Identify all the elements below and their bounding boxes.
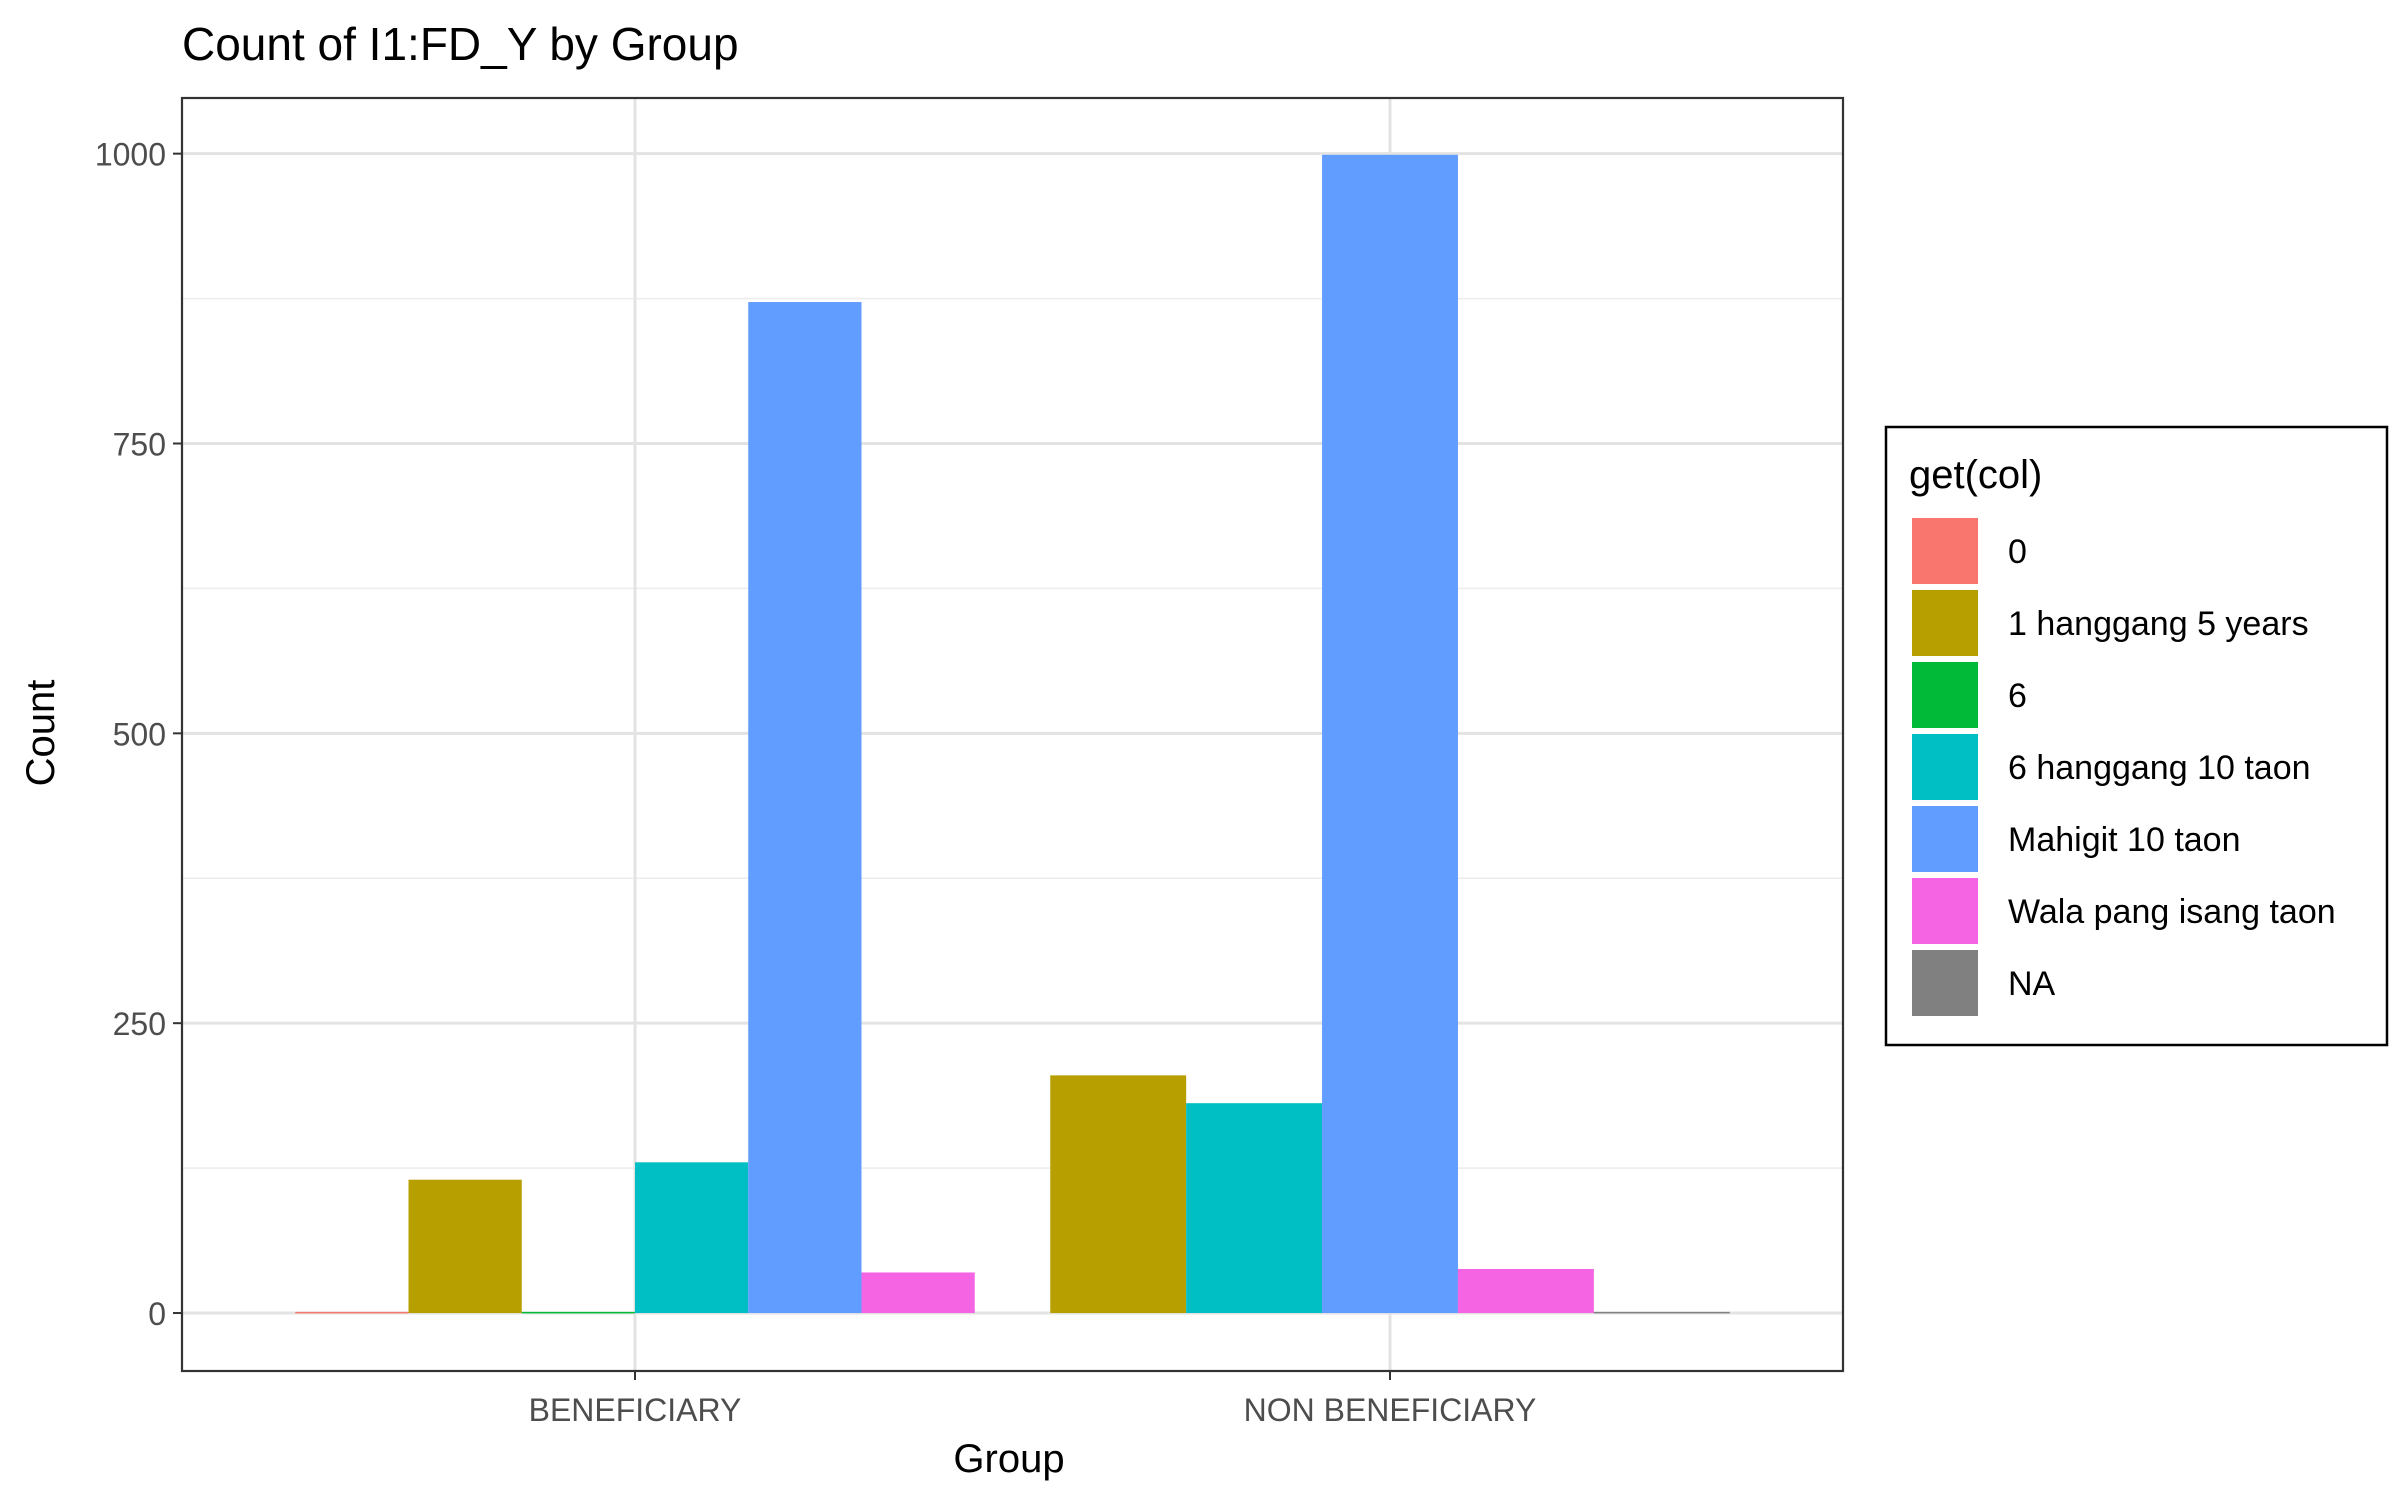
y-tick-label: 750	[113, 426, 166, 462]
legend-title: get(col)	[1909, 453, 2042, 497]
y-tick-label: 0	[148, 1296, 166, 1332]
bar	[635, 1162, 749, 1314]
legend-key	[1912, 950, 1978, 1016]
bar	[1186, 1103, 1323, 1314]
bar	[1322, 154, 1458, 1314]
bar	[748, 302, 862, 1314]
chart-title: Count of I1:FD_Y by Group	[182, 18, 739, 70]
y-axis-title: Count	[19, 680, 63, 787]
legend-key	[1912, 590, 1978, 656]
legend-key	[1912, 518, 1978, 584]
legend-label: Mahigit 10 taon	[2008, 821, 2241, 859]
legend-key	[1912, 734, 1978, 800]
legend-label: Wala pang isang taon	[2008, 893, 2336, 931]
bar	[521, 1311, 635, 1314]
y-axis: 0 250 500 750 1000	[95, 137, 182, 1332]
bars	[295, 154, 1730, 1314]
legend-label: NA	[2008, 965, 2056, 1003]
bar	[408, 1179, 522, 1314]
x-tick-label: NON BENEFICIARY	[1244, 1392, 1537, 1428]
legend-label: 6	[2008, 677, 2027, 715]
legend-items: 0 1 hanggang 5 years 6 6 hanggang 10 taon Ma…	[1912, 518, 2336, 1016]
bar	[1593, 1311, 1730, 1314]
bar	[1457, 1268, 1594, 1314]
plot-panel-border	[180, 96, 1845, 1373]
legend-key	[1912, 806, 1978, 872]
x-tick-label: BENEFICIARY	[529, 1392, 742, 1428]
legend: get(col) 0 1 hanggang 5 years 6 6 hanggang …	[1884, 425, 2389, 1047]
legend-key	[1912, 878, 1978, 944]
x-axis: BENEFICIARY NON BENEFICIARY	[529, 1371, 1537, 1428]
bar	[295, 1311, 409, 1314]
legend-label: 1 hanggang 5 years	[2008, 605, 2309, 643]
y-tick-label: 1000	[95, 137, 166, 173]
y-tick-label: 250	[113, 1006, 166, 1042]
x-axis-title: Group	[953, 1437, 1064, 1481]
bar	[861, 1272, 975, 1314]
legend-label: 0	[2008, 533, 2027, 571]
y-tick-label: 500	[113, 716, 166, 752]
bar	[1050, 1075, 1187, 1314]
legend-key	[1912, 662, 1978, 728]
legend-label: 6 hanggang 10 taon	[2008, 749, 2311, 787]
